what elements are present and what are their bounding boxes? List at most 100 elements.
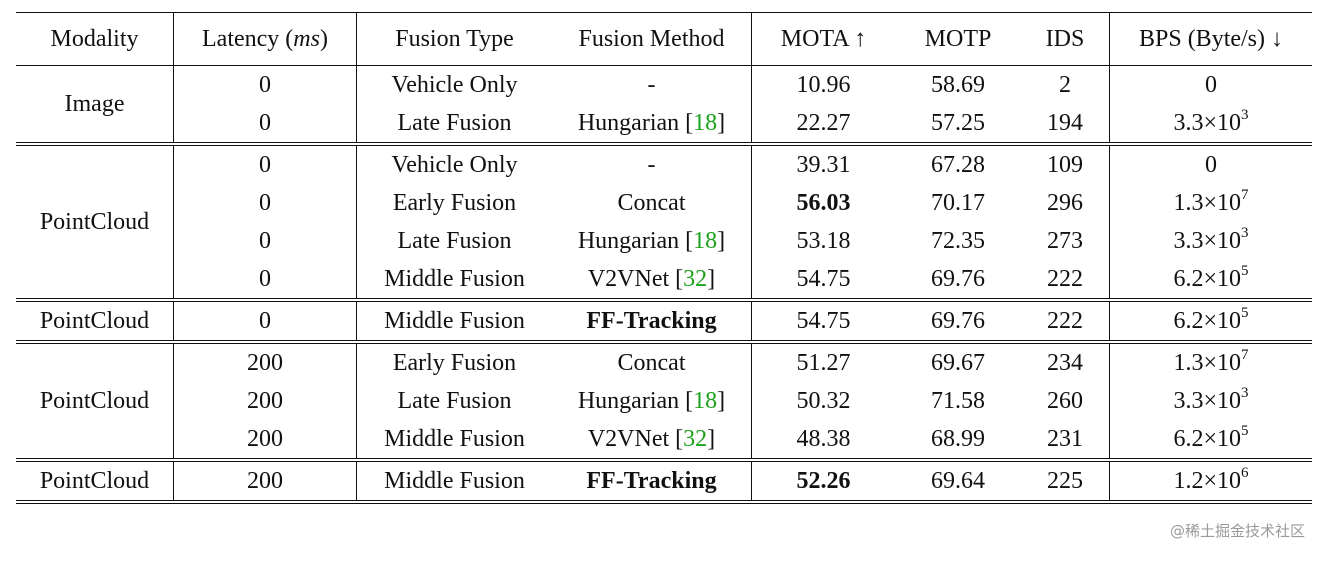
results-table-wrapper: Modality Latency (ms) Fusion Type Fusion…: [16, 12, 1312, 504]
bps-cell: 6.2×105: [1109, 298, 1312, 342]
citation-link[interactable]: 18: [693, 110, 718, 136]
mota-cell: 50.32: [796, 388, 851, 414]
header-mota: MOTA ↑: [751, 12, 895, 66]
table-body: Image 0 Vehicle Only -10.96 58.69 2 0 0 Late Fus…: [16, 65, 1313, 504]
bps-base: 1.2×10: [1173, 468, 1242, 494]
motp-cell: 58.69: [931, 72, 985, 98]
fusion-type-cell: Middle Fusion: [384, 266, 525, 292]
ids-cell: 296: [1021, 184, 1110, 222]
modality-cell: PointCloud: [16, 458, 174, 504]
ids-cell: 222: [1021, 298, 1110, 342]
ids-cell: 234: [1021, 340, 1110, 382]
fusion-method-text: Hungarian: [577, 388, 680, 414]
motp-cell: 67.28: [895, 142, 1021, 184]
header-fusion-method: Fusion Method: [552, 12, 752, 66]
fusion-type-cell: Middle Fusion: [356, 298, 552, 342]
motp-cell: 69.76: [931, 266, 985, 292]
ids-cell: 109: [1021, 142, 1110, 184]
citation-link[interactable]: 32: [683, 266, 708, 292]
bps-base: 1.3×10: [1173, 350, 1242, 376]
ids-cell: 2: [1021, 65, 1110, 104]
bps-cell: 3.3×103: [1110, 222, 1313, 260]
mota-cell: 48.38: [796, 426, 851, 452]
ids-cell: 194: [1021, 104, 1110, 144]
mota-cell: 53.18: [796, 228, 851, 254]
ids-cell: 260: [1021, 382, 1110, 420]
table-row: 0 Late Fusion Hungarian [18] 53.18 72.35 273 3…: [16, 222, 1312, 260]
fusion-type-cell: Vehicle Only: [391, 72, 518, 98]
latency-cell: 0: [173, 65, 357, 104]
latency-cell: 0: [173, 298, 357, 342]
latency-cell: 0: [173, 260, 357, 300]
bps-cell: 6.2×105: [1110, 420, 1313, 460]
latency-cell: 0: [173, 222, 357, 260]
mota-cell: 56.03: [796, 190, 851, 216]
mota-cell: 22.27: [796, 110, 851, 136]
modality-cell: PointCloud: [16, 340, 174, 460]
header-row: Modality Latency (ms) Fusion Type Fusion…: [16, 12, 1312, 66]
fusion-method-cell: FF-Tracking: [552, 458, 752, 504]
header-latency: Latency (ms): [173, 12, 357, 66]
bps-base: 6.2×10: [1173, 426, 1242, 452]
bps-exponent: 3: [1241, 107, 1249, 123]
latency-cell: 200: [173, 340, 357, 382]
header-fusion-type: Fusion Type: [356, 12, 552, 66]
bps-cell: 1.3×107: [1110, 184, 1313, 222]
fusion-method-text: -: [647, 152, 656, 178]
fusion-method-text: FF-Tracking: [586, 468, 717, 494]
bps-base: 0: [1205, 152, 1217, 178]
fusion-method-cell: V2VNet [32]: [552, 260, 752, 300]
latency-cell: 0: [173, 184, 357, 222]
table-row: 0 Early Fusion Concat 56.03 70.17 296 1.3×107: [16, 184, 1312, 222]
bps-cell: 1.3×107: [1109, 340, 1312, 382]
fusion-type-cell: Late Fusion: [397, 388, 512, 414]
citation-link[interactable]: 18: [693, 228, 718, 254]
mota-cell: 52.26: [751, 458, 895, 504]
bps-exponent: 3: [1241, 385, 1249, 401]
bps-cell: 6.2×105: [1110, 260, 1313, 300]
table-row: 0 Late Fusion Hungarian [18] 22.27 57.25 194 3…: [16, 104, 1312, 144]
bps-base: 0: [1205, 72, 1217, 98]
motp-cell: 72.35: [931, 228, 985, 254]
latency-cell: 0: [173, 142, 357, 184]
mota-cell: 39.31: [751, 142, 895, 184]
table-row: Image 0 Vehicle Only -10.96 58.69 2 0: [16, 65, 1312, 144]
fusion-type-cell: Early Fusion: [356, 340, 552, 382]
watermark: @稀土掘金技术社区: [1169, 522, 1305, 540]
fusion-type-cell: Late Fusion: [397, 228, 512, 254]
motp-cell: 69.76: [895, 298, 1021, 342]
bps-cell: 1.2×106: [1109, 458, 1312, 504]
ids-cell: 222: [1021, 260, 1110, 300]
fusion-method-text: V2VNet: [587, 426, 670, 452]
bps-exponent: 5: [1241, 305, 1249, 321]
bps-base: 6.2×10: [1173, 266, 1242, 292]
bps-cell: 0: [1109, 142, 1312, 184]
bps-exponent: 3: [1241, 225, 1249, 241]
citation-link[interactable]: 18: [693, 388, 718, 414]
fusion-type-cell: Middle Fusion: [384, 426, 525, 452]
ids-cell: 273: [1021, 222, 1110, 260]
fusion-method-cell: FF-Tracking: [552, 298, 752, 342]
fusion-method-text: Hungarian: [577, 228, 680, 254]
mota-cell: 54.75: [796, 266, 851, 292]
modality-cell: PointCloud: [16, 142, 174, 300]
header-modality: Modality: [16, 12, 174, 66]
table-row: PointCloud 0 Vehicle Only -39.31 67.28 109 0: [16, 142, 1312, 300]
table-row: 200 Late Fusion Hungarian [18] 50.32 71.58 26…: [16, 382, 1312, 420]
fusion-type-cell: Late Fusion: [397, 110, 512, 136]
fusion-method-cell: -: [552, 65, 752, 104]
fusion-method-text: Hungarian: [577, 110, 680, 136]
header-bps: BPS (Byte/s) ↓: [1109, 12, 1312, 66]
bps-base: 3.3×10: [1173, 110, 1242, 136]
bps-base: 3.3×10: [1173, 388, 1242, 414]
fusion-type-cell: Early Fusion: [392, 190, 517, 216]
bps-exponent: 7: [1241, 347, 1249, 363]
motp-cell: 57.25: [931, 110, 985, 136]
citation-link[interactable]: 32: [683, 426, 708, 452]
bps-base: 1.3×10: [1173, 190, 1242, 216]
motp-cell: 70.17: [931, 190, 985, 216]
fusion-type-cell: Vehicle Only: [356, 142, 552, 184]
table-row: PointCloud 200 Early Fusion Concat 51.27 69.6…: [16, 340, 1312, 460]
modality-cell: Image: [16, 65, 174, 144]
fusion-method-cell: -: [552, 142, 752, 184]
